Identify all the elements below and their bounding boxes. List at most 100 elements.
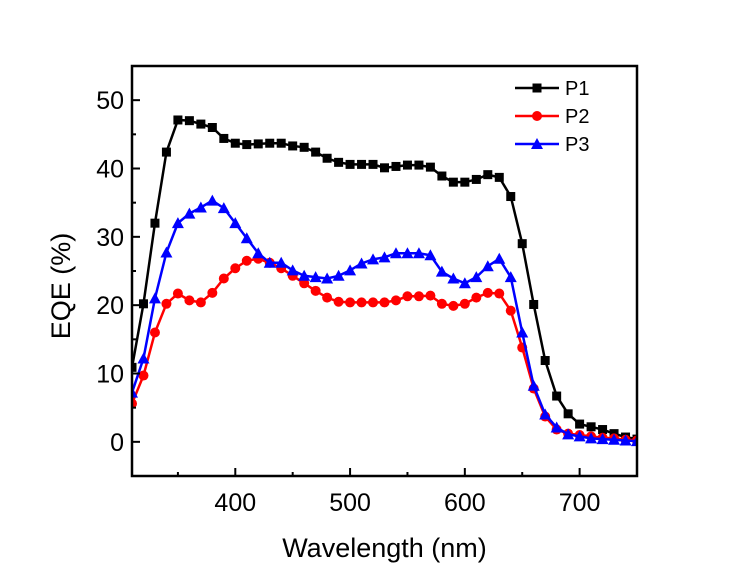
data-point-p3 (516, 326, 529, 338)
data-point-p2 (195, 297, 206, 308)
ticks-layer: 400 500 600 700 0 10 20 30 40 50 (96, 87, 600, 517)
data-point-p3 (367, 253, 380, 265)
data-point-p1 (586, 422, 596, 432)
data-point-p1 (425, 162, 435, 172)
data-point-p1 (460, 177, 470, 187)
legend-label: P2 (565, 106, 589, 128)
data-point-p3 (493, 252, 506, 264)
data-point-p3 (401, 247, 414, 259)
data-point-p3 (194, 201, 207, 213)
data-point-p1 (345, 159, 355, 169)
legend-entry-p2: P2 (515, 106, 589, 128)
data-point-p2 (356, 297, 367, 308)
data-point-p3 (332, 269, 345, 281)
data-point-p3 (183, 207, 196, 219)
data-point-p2 (310, 285, 321, 296)
data-point-p1 (391, 161, 401, 171)
data-point-p2 (413, 291, 424, 302)
data-point-p1 (575, 419, 585, 429)
data-point-p3 (631, 435, 637, 447)
data-point-p1 (529, 299, 539, 309)
data-point-p1 (334, 157, 344, 167)
series-layer (132, 115, 637, 447)
data-point-p1 (253, 139, 263, 149)
data-point-p3 (286, 264, 299, 276)
data-point-p2 (299, 278, 310, 289)
data-point-p3 (229, 217, 242, 229)
data-point-p2 (402, 291, 413, 302)
data-point-p1 (184, 116, 194, 126)
plot-frame (130, 64, 639, 478)
data-point-p3 (252, 247, 265, 259)
data-point-p1 (494, 172, 504, 182)
data-point-p3 (344, 264, 357, 276)
data-point-p1 (265, 138, 275, 148)
data-point-p3 (240, 232, 253, 244)
data-point-p2 (161, 298, 172, 309)
data-point-p3 (481, 260, 494, 272)
legend-label: P3 (565, 134, 589, 156)
y-tick-label: 0 (110, 429, 124, 457)
data-point-p1 (276, 138, 286, 148)
legend-entry-p3: P3 (515, 134, 589, 156)
data-point-p1 (448, 177, 458, 187)
data-point-p3 (504, 271, 517, 283)
data-point-p3 (321, 272, 334, 284)
series-p3 (132, 194, 637, 447)
data-point-p1 (437, 171, 447, 181)
y-tick-label: 10 (96, 361, 124, 389)
data-point-p3 (355, 257, 368, 269)
data-point-p2 (505, 305, 516, 316)
legend: P1 P2 P3 (515, 78, 589, 156)
x-tick-label: 500 (329, 489, 371, 517)
data-point-p2 (425, 290, 436, 301)
data-point-p1 (311, 147, 321, 157)
data-point-p3 (217, 202, 230, 214)
data-point-p3 (171, 217, 184, 229)
legend-marker-square-icon (532, 83, 542, 93)
data-point-p1 (288, 141, 298, 151)
data-point-p1 (322, 153, 332, 163)
data-point-p3 (470, 271, 483, 283)
data-point-p1 (483, 170, 493, 180)
y-tick-label: 30 (96, 224, 124, 252)
data-point-p2 (138, 370, 149, 381)
data-point-p3 (424, 249, 437, 261)
data-point-p3 (263, 256, 276, 268)
x-axis-title: Wavelength (nm) (282, 533, 487, 563)
data-point-p1 (402, 160, 412, 170)
data-point-p3 (608, 433, 621, 445)
data-point-p3 (148, 292, 161, 304)
data-point-p3 (412, 247, 425, 259)
data-point-p2 (218, 273, 229, 284)
data-point-p1 (563, 409, 573, 419)
data-point-p2 (333, 296, 344, 307)
data-point-p2 (230, 263, 241, 274)
data-point-p3 (458, 277, 471, 289)
data-point-p2 (241, 255, 252, 266)
series-line-p2 (132, 257, 637, 442)
data-point-p3 (539, 408, 552, 420)
data-point-p3 (573, 430, 586, 442)
data-point-p1 (230, 138, 240, 148)
data-point-p3 (132, 386, 138, 398)
legend-marker-circle-icon (532, 111, 542, 121)
x-tick-label: 600 (444, 489, 486, 517)
legend-label: P1 (565, 78, 589, 100)
data-point-p1 (173, 115, 183, 125)
data-point-p1 (161, 147, 171, 157)
data-point-p3 (275, 256, 288, 268)
data-point-p1 (598, 425, 608, 435)
data-point-p3 (378, 251, 391, 263)
data-point-p1 (207, 123, 217, 132)
data-point-p3 (585, 432, 598, 444)
data-point-p1 (196, 119, 206, 129)
data-point-p1 (552, 391, 562, 401)
y-tick-label: 20 (96, 292, 124, 320)
data-point-p3 (309, 271, 322, 283)
data-point-p1 (506, 192, 516, 202)
data-point-p1 (517, 239, 527, 249)
data-point-p1 (150, 218, 160, 228)
data-point-p2 (448, 300, 459, 311)
data-point-p1 (219, 133, 229, 143)
